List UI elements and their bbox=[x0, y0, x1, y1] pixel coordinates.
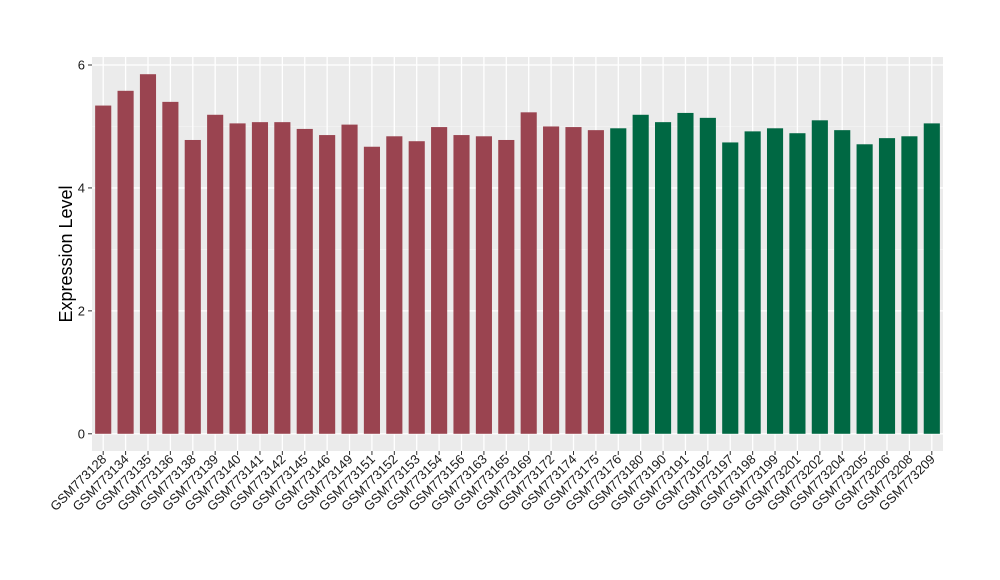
y-axis-title: Expression Level bbox=[56, 185, 76, 322]
bar-GSM773146 bbox=[319, 135, 336, 434]
bar-GSM773149 bbox=[341, 124, 358, 434]
bar-GSM773142 bbox=[274, 122, 291, 434]
bar-GSM773134 bbox=[117, 90, 134, 434]
bar-GSM773205 bbox=[856, 144, 873, 434]
bar-GSM773202 bbox=[811, 120, 828, 434]
bar-GSM773169 bbox=[520, 112, 537, 434]
bar-GSM773135 bbox=[139, 74, 157, 434]
y-tick-label: 4 bbox=[78, 180, 85, 195]
bar-GSM773154 bbox=[431, 127, 448, 434]
bar-GSM773190 bbox=[655, 122, 672, 434]
y-tick-label: 6 bbox=[78, 57, 85, 72]
bar-GSM773174 bbox=[565, 127, 582, 434]
bar-GSM773204 bbox=[834, 130, 851, 434]
bar-GSM773191 bbox=[677, 112, 694, 434]
bars bbox=[95, 74, 940, 434]
bar-GSM773209 bbox=[923, 123, 940, 434]
bar-GSM773139 bbox=[207, 114, 224, 434]
bar-GSM773197 bbox=[722, 142, 739, 434]
bar-GSM773128 bbox=[95, 105, 112, 434]
bar-GSM773151 bbox=[363, 146, 380, 434]
bar-GSM773201 bbox=[789, 133, 806, 434]
bar-GSM773180 bbox=[632, 114, 649, 434]
bar-GSM773172 bbox=[543, 126, 560, 434]
x-axis: GSM773128GSM773134GSM773135GSM773136GSM7… bbox=[47, 451, 938, 514]
bar-GSM773145 bbox=[296, 128, 313, 434]
bar-GSM773165 bbox=[498, 139, 515, 434]
bar-GSM773138 bbox=[184, 139, 201, 434]
y-axis: 0 2 4 6 bbox=[78, 57, 92, 441]
bar-GSM773153 bbox=[408, 141, 425, 434]
bar-GSM773208 bbox=[901, 136, 918, 434]
bar-GSM773141 bbox=[251, 122, 269, 434]
bar-GSM773136 bbox=[162, 101, 179, 434]
bar-GSM773140 bbox=[229, 123, 246, 434]
bar-GSM773199 bbox=[766, 128, 784, 434]
y-tick-label: 2 bbox=[78, 303, 85, 318]
y-tick-label: 0 bbox=[78, 426, 85, 441]
bar-GSM773152 bbox=[386, 136, 403, 434]
bar-GSM773175 bbox=[587, 130, 604, 434]
bar-GSM773206 bbox=[878, 138, 896, 434]
bar-GSM773198 bbox=[744, 131, 761, 434]
bar-GSM773192 bbox=[699, 117, 716, 434]
bar-GSM773156 bbox=[453, 135, 470, 434]
bar-GSM773176 bbox=[610, 128, 627, 434]
bar-GSM773163 bbox=[475, 136, 492, 434]
